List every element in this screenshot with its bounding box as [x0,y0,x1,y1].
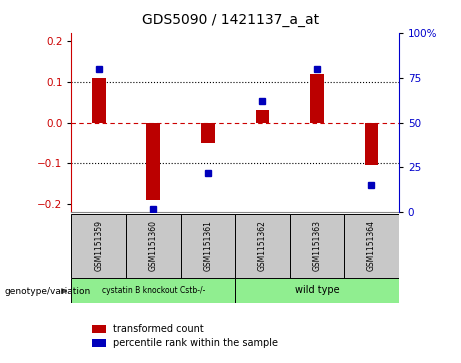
Bar [71,278,235,303]
Bar [92,78,106,123]
Bar [290,214,344,278]
Text: cystatin B knockout Cstb-/-: cystatin B knockout Cstb-/- [101,286,205,295]
Bar [365,123,378,166]
Bar [235,278,399,303]
Text: GSM1151362: GSM1151362 [258,220,267,272]
Bar [255,110,269,123]
Text: GSM1151364: GSM1151364 [367,220,376,272]
Bar [310,73,324,123]
Bar [92,325,106,333]
Bar [147,123,160,200]
Bar [126,214,181,278]
Text: percentile rank within the sample: percentile rank within the sample [113,338,278,348]
Text: genotype/variation: genotype/variation [5,287,91,295]
Text: GSM1151360: GSM1151360 [149,220,158,272]
Bar [92,339,106,347]
Text: GDS5090 / 1421137_a_at: GDS5090 / 1421137_a_at [142,13,319,27]
Bar [344,214,399,278]
Bar [201,123,215,143]
Text: GSM1151363: GSM1151363 [313,220,321,272]
Bar [71,214,126,278]
Text: wild type: wild type [295,285,339,295]
Bar [181,214,235,278]
Text: transformed count: transformed count [113,323,204,334]
Bar [235,214,290,278]
Text: GSM1151361: GSM1151361 [203,220,213,272]
Text: GSM1151359: GSM1151359 [94,220,103,272]
